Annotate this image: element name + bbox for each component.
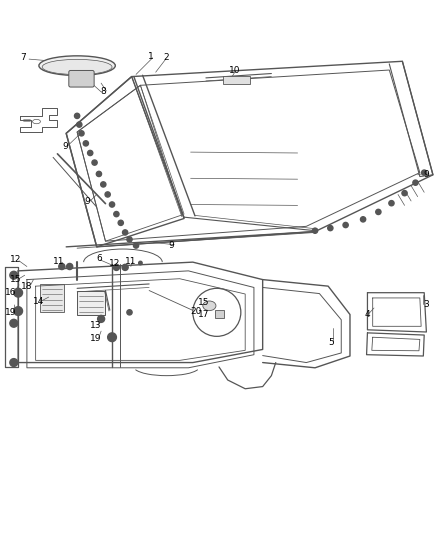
Circle shape bbox=[10, 359, 18, 367]
Bar bbox=[223, 76, 250, 84]
Text: 6: 6 bbox=[96, 254, 102, 263]
Circle shape bbox=[376, 209, 381, 215]
Circle shape bbox=[59, 263, 65, 270]
Text: 1: 1 bbox=[148, 52, 154, 61]
Text: 19: 19 bbox=[90, 334, 102, 343]
Text: 20: 20 bbox=[191, 306, 202, 316]
Text: 2: 2 bbox=[164, 53, 170, 62]
Circle shape bbox=[98, 316, 105, 322]
Circle shape bbox=[122, 264, 128, 270]
Circle shape bbox=[110, 202, 115, 207]
Text: 11: 11 bbox=[125, 257, 137, 266]
Circle shape bbox=[113, 264, 120, 270]
Bar bbox=[215, 310, 224, 318]
Circle shape bbox=[389, 200, 394, 206]
Text: 8: 8 bbox=[100, 87, 106, 96]
Circle shape bbox=[193, 288, 241, 336]
Circle shape bbox=[343, 222, 348, 228]
Circle shape bbox=[118, 220, 124, 225]
Circle shape bbox=[14, 288, 22, 297]
Circle shape bbox=[101, 182, 106, 187]
Text: 17: 17 bbox=[198, 310, 209, 319]
Text: 12: 12 bbox=[109, 259, 120, 268]
Circle shape bbox=[209, 306, 216, 313]
Circle shape bbox=[92, 160, 97, 165]
Circle shape bbox=[413, 180, 418, 185]
Circle shape bbox=[328, 225, 333, 231]
Text: 12: 12 bbox=[10, 255, 21, 264]
Circle shape bbox=[114, 212, 119, 217]
Circle shape bbox=[139, 261, 142, 265]
Circle shape bbox=[14, 306, 22, 316]
Circle shape bbox=[134, 243, 139, 248]
Circle shape bbox=[74, 113, 80, 118]
Text: 11: 11 bbox=[53, 257, 64, 266]
Text: 3: 3 bbox=[424, 301, 429, 310]
Text: 13: 13 bbox=[90, 321, 102, 330]
Circle shape bbox=[67, 263, 73, 270]
Circle shape bbox=[79, 131, 84, 136]
Text: 15: 15 bbox=[198, 298, 209, 307]
Circle shape bbox=[422, 170, 427, 175]
Circle shape bbox=[96, 171, 102, 176]
Text: 9: 9 bbox=[63, 142, 68, 151]
Text: 16: 16 bbox=[4, 288, 16, 297]
Text: 15: 15 bbox=[10, 275, 22, 284]
Circle shape bbox=[88, 150, 93, 156]
Bar bbox=[77, 290, 106, 314]
Circle shape bbox=[360, 217, 366, 222]
Text: 10: 10 bbox=[229, 66, 240, 75]
Circle shape bbox=[105, 192, 110, 197]
Ellipse shape bbox=[203, 301, 216, 311]
Circle shape bbox=[77, 122, 82, 127]
Text: 19: 19 bbox=[4, 308, 16, 317]
Text: 9: 9 bbox=[84, 197, 90, 206]
Text: 14: 14 bbox=[33, 297, 45, 306]
Bar bbox=[40, 284, 64, 312]
Ellipse shape bbox=[32, 119, 40, 124]
Text: 9: 9 bbox=[424, 171, 429, 179]
Circle shape bbox=[127, 237, 132, 242]
Text: 4: 4 bbox=[365, 310, 370, 319]
Circle shape bbox=[10, 271, 18, 279]
Circle shape bbox=[127, 310, 132, 315]
FancyBboxPatch shape bbox=[69, 70, 94, 87]
Text: 7: 7 bbox=[21, 53, 26, 62]
Circle shape bbox=[312, 228, 318, 233]
Circle shape bbox=[108, 333, 117, 342]
Circle shape bbox=[123, 230, 128, 235]
Ellipse shape bbox=[42, 59, 112, 75]
Text: 9: 9 bbox=[168, 241, 174, 250]
Circle shape bbox=[402, 190, 407, 196]
Text: 5: 5 bbox=[329, 338, 335, 348]
Ellipse shape bbox=[39, 56, 115, 76]
Circle shape bbox=[83, 141, 88, 146]
Text: 18: 18 bbox=[21, 281, 33, 290]
Circle shape bbox=[10, 319, 18, 327]
